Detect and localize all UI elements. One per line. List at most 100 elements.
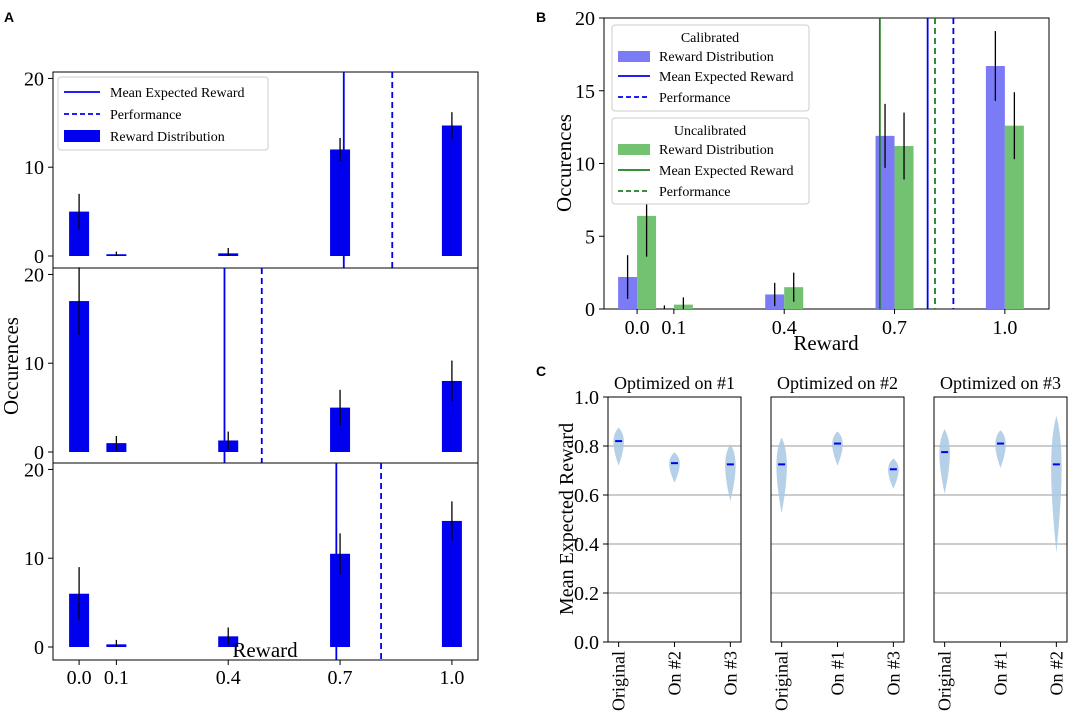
legend-calibrated-title: Calibrated (681, 31, 739, 46)
y-tick-label: 0.0 (574, 632, 599, 654)
panel-b: 0 5 10 15 20 0.0 0.1 0.4 0.7 1.0 Reward Occurence… (552, 8, 1050, 355)
panel-b-legend: Calibrated Reward Distribution Mean Expe… (611, 24, 810, 205)
axes-frame (52, 267, 479, 464)
panel-b-letter: B (536, 9, 546, 25)
y-tick-label: 0 (34, 246, 44, 268)
panel-c: Optimized on #1 0.0 0.2 0.4 0.6 0.8 1.0 Origina… (556, 373, 1068, 711)
y-tick-label: 10 (24, 353, 44, 375)
bar (894, 146, 914, 309)
bar (1004, 125, 1024, 309)
x-tick-label: 0.0 (67, 667, 92, 689)
violin (939, 429, 950, 494)
y-tick-label: 0.8 (574, 436, 599, 458)
legend-calibrated-performance: Performance (659, 91, 731, 106)
x-tick-label: 1.0 (439, 667, 464, 689)
bar (441, 380, 462, 452)
y-tick-label: 1.0 (574, 387, 599, 409)
panel-a-ylabel: Occurences (0, 317, 23, 415)
x-tick-label: On #3 (883, 651, 903, 696)
panel-b-ylabel: Occurences (552, 114, 576, 212)
y-tick-label: 5 (585, 226, 595, 248)
violin (613, 427, 624, 466)
legend-uncalibrated-title: Uncalibrated (674, 124, 746, 139)
violin (1051, 415, 1062, 553)
y-tick-label: 0.2 (574, 583, 599, 605)
legend-uncalibrated-performance: Performance (659, 185, 731, 200)
y-tick-label: 20 (575, 8, 595, 30)
violin (725, 444, 736, 502)
y-tick-label: 20 (24, 459, 44, 481)
x-tick-label: Original (609, 651, 629, 711)
legend-performance: Performance (110, 108, 182, 123)
panel-c-plots: Optimized on #1 0.0 0.2 0.4 0.6 0.8 1.0 Origina… (574, 373, 1068, 711)
x-tick-label: 0.7 (328, 667, 353, 689)
panel-a-subplot-2: 0 10 20 (24, 264, 479, 464)
y-tick-label: 10 (24, 548, 44, 570)
subplot-title: Optimized on #3 (940, 373, 1061, 393)
bar (441, 125, 462, 257)
y-tick-label: 0.4 (574, 534, 599, 556)
legend-uncalibrated-distribution: Reward Distribution (659, 143, 774, 158)
violin-subplot: Optimized on #1 0.0 0.2 0.4 0.6 0.8 1.0 Origina… (574, 373, 742, 711)
y-tick-label: 0 (34, 637, 44, 659)
x-tick-label: 1.0 (992, 317, 1017, 339)
bar (69, 301, 90, 452)
axes-frame (52, 462, 479, 661)
bar (330, 553, 351, 647)
bar (985, 66, 1005, 309)
x-tick-label: On #2 (1046, 651, 1066, 696)
violin (832, 431, 843, 466)
y-tick-label: 10 (24, 157, 44, 179)
subplot-title: Optimized on #2 (777, 373, 898, 393)
panel-a-legend: Mean Expected Reward Performance Reward … (57, 76, 269, 151)
panel-a-xlabel: Reward (232, 638, 298, 662)
violin (888, 458, 899, 489)
violin (776, 437, 787, 514)
x-tick-label: On #1 (828, 651, 848, 696)
bar (69, 211, 90, 256)
panel-b-xlabel: Reward (793, 331, 859, 355)
panel-b-plot: 0 5 10 15 20 0.0 0.1 0.4 0.7 1.0 (575, 8, 1050, 339)
violin-subplot: Optimized on #3 Original On #1 On #2 (933, 373, 1068, 711)
panel-a-subplot-1: 0 10 20 (24, 68, 479, 269)
legend-calibrated-mean: Mean Expected Reward (659, 70, 794, 85)
legend-mean-expected-reward: Mean Expected Reward (110, 86, 245, 101)
violin (669, 452, 680, 483)
panel-a: 0 10 20 0 10 20 0 10 20 0.0 0.1 0.4 0.7 1.0 Reward… (0, 68, 479, 689)
violin-subplot: Optimized on #2 Original On #1 On #3 (770, 373, 905, 711)
y-tick-label: 15 (575, 81, 595, 103)
bar (637, 215, 657, 309)
y-tick-label: 0 (585, 299, 595, 321)
panel-a-subplot-3: 0 10 20 (24, 459, 479, 661)
x-tick-label: On #3 (720, 651, 740, 696)
x-tick-label: 0.0 (625, 317, 650, 339)
x-tick-label: On #1 (991, 651, 1011, 696)
panel-c-ylabel: Mean Expected Reward (556, 423, 578, 615)
axes-frame (607, 396, 742, 643)
y-tick-label: 0.6 (574, 485, 599, 507)
y-tick-label: 20 (24, 68, 44, 90)
x-tick-label: 0.4 (772, 317, 797, 339)
legend-reward-distribution: Reward Distribution (110, 130, 225, 145)
x-tick-label: 0.1 (104, 667, 129, 689)
x-tick-label: 0.7 (882, 317, 907, 339)
legend-calibrated-distribution: Reward Distribution (659, 50, 774, 65)
panel-c-letter: C (536, 363, 546, 379)
bar (330, 149, 351, 256)
x-tick-label: 0.1 (661, 317, 686, 339)
bar (441, 520, 462, 647)
y-tick-label: 0 (34, 442, 44, 464)
y-tick-label: 20 (24, 264, 44, 286)
x-tick-label: Original (772, 651, 792, 711)
x-tick-label: 0.4 (216, 667, 241, 689)
legend-uncalibrated-mean: Mean Expected Reward (659, 164, 794, 179)
violin (995, 430, 1006, 469)
y-tick-label: 10 (575, 154, 595, 176)
subplot-title: Optimized on #1 (614, 373, 735, 393)
bar (330, 407, 351, 452)
panel-a-letter: A (4, 9, 14, 25)
x-tick-label: Original (935, 651, 955, 711)
x-tick-label: On #2 (665, 651, 685, 696)
panel-a-x-ticks: 0.0 0.1 0.4 0.7 1.0 (67, 660, 464, 689)
